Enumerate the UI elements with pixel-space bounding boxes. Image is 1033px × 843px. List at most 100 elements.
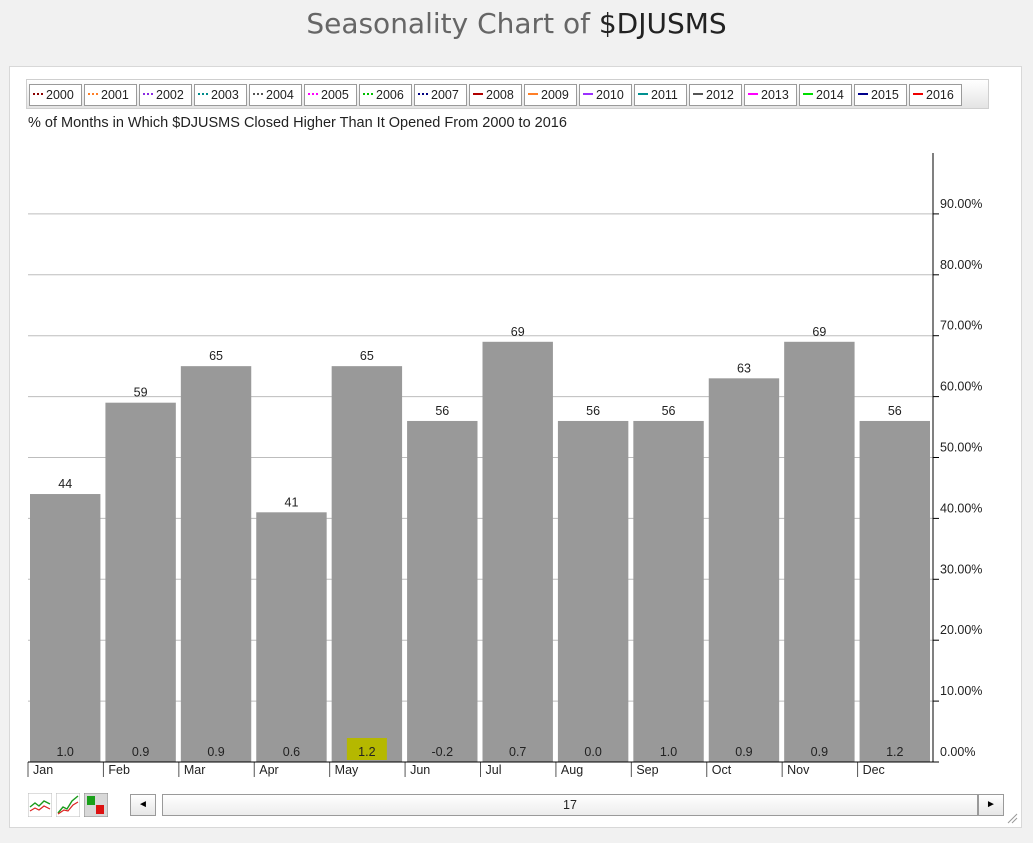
bar-apr <box>256 512 327 762</box>
legend-item-2016[interactable]: 2016 <box>909 84 962 106</box>
y-tick-label: 90.00% <box>940 197 982 211</box>
x-tick-label: Mar <box>184 763 206 777</box>
legend-label: 2000 <box>46 88 74 102</box>
legend-swatch <box>803 92 813 95</box>
bar-value-label: 65 <box>209 349 223 363</box>
bar-value-label: 56 <box>662 404 676 418</box>
legend-label: 2002 <box>156 88 184 102</box>
y-tick-label: 50.00% <box>940 441 982 455</box>
bar-value-label: 44 <box>58 477 72 491</box>
page-title-symbol: $DJUSMS <box>598 7 727 40</box>
legend-swatch <box>528 92 538 95</box>
legend-item-2000[interactable]: 2000 <box>29 84 82 106</box>
page-title: Seasonality Chart of $DJUSMS <box>0 0 1033 52</box>
scroll-right-button[interactable]: ► <box>978 794 1004 816</box>
bar-value-label: 59 <box>134 386 148 400</box>
x-tick-label: Dec <box>863 763 885 777</box>
legend-item-2015[interactable]: 2015 <box>854 84 907 106</box>
bar-value-label: 56 <box>586 404 600 418</box>
avg-change-label: 0.9 <box>207 745 224 759</box>
performance-chart-icon[interactable] <box>56 793 80 817</box>
x-tick-label: Sep <box>636 763 658 777</box>
bar-aug <box>557 420 629 762</box>
resize-grip-icon[interactable] <box>1006 812 1018 824</box>
legend-item-2008[interactable]: 2008 <box>469 84 522 106</box>
x-tick-label: Feb <box>108 763 130 777</box>
legend-swatch <box>33 92 43 95</box>
avg-change-label: 0.7 <box>509 745 526 759</box>
avg-change-label: 0.6 <box>283 745 300 759</box>
legend-item-2009[interactable]: 2009 <box>524 84 577 106</box>
bar-value-label: 65 <box>360 349 374 363</box>
legend-item-2001[interactable]: 2001 <box>84 84 137 106</box>
legend-label: 2008 <box>486 88 514 102</box>
legend-label: 2003 <box>211 88 239 102</box>
x-tick-label: Apr <box>259 763 278 777</box>
legend-item-2007[interactable]: 2007 <box>414 84 467 106</box>
y-tick-label: 10.00% <box>940 684 982 698</box>
x-tick-label: Jul <box>486 763 502 777</box>
legend-swatch <box>363 92 373 95</box>
bar-may <box>331 366 403 762</box>
y-tick-label: 30.00% <box>940 562 982 576</box>
avg-change-label: 0.9 <box>735 745 752 759</box>
bar-value-label: 69 <box>511 325 525 339</box>
legend-item-2013[interactable]: 2013 <box>744 84 797 106</box>
avg-change-label: 1.0 <box>57 745 74 759</box>
legend-swatch <box>858 92 868 95</box>
legend-label: 2004 <box>266 88 294 102</box>
bar-jul <box>482 341 553 762</box>
period-scroll-value: 17 <box>563 798 577 812</box>
bar-jan <box>30 494 101 762</box>
legend-label: 2010 <box>596 88 624 102</box>
avg-change-label: 0.9 <box>132 745 149 759</box>
seasonality-chart: 0.00% 10.00% 20.00% 30.00% 40.00% 50.00% 60.00… <box>27 153 982 777</box>
legend-label: 2014 <box>816 88 844 102</box>
bar-value-label: 41 <box>285 495 299 509</box>
legend-label: 2011 <box>651 88 678 102</box>
y-tick-label: 40.00% <box>940 501 982 515</box>
legend-swatch <box>418 92 428 95</box>
x-tick-label: Nov <box>787 763 810 777</box>
x-tick-label: Jan <box>33 763 53 777</box>
legend-item-2002[interactable]: 2002 <box>139 84 192 106</box>
legend-swatch <box>253 92 263 95</box>
y-tick-label: 0.00% <box>940 745 975 759</box>
legend-label: 2015 <box>871 88 899 102</box>
avg-change-label: -0.2 <box>432 745 454 759</box>
legend-item-2004[interactable]: 2004 <box>249 84 302 106</box>
legend-bar: 2000 2001 2002 2003 2004 2005 2006 2007 2008 2009… <box>26 79 989 109</box>
legend-item-2006[interactable]: 2006 <box>359 84 412 106</box>
seasonality-bar-icon[interactable] <box>84 793 108 817</box>
highlight-marker <box>346 738 387 760</box>
bar-value-label: 69 <box>812 325 826 339</box>
legend-swatch <box>583 92 593 95</box>
scroll-left-button[interactable]: ◄ <box>130 794 156 816</box>
y-tick-label: 20.00% <box>940 623 982 637</box>
bar-value-label: 63 <box>737 361 751 375</box>
avg-change-label: 1.0 <box>660 745 677 759</box>
legend-item-2005[interactable]: 2005 <box>304 84 357 106</box>
line-chart-icon[interactable] <box>28 793 52 817</box>
avg-change-label: 0.9 <box>811 745 828 759</box>
legend-item-2010[interactable]: 2010 <box>579 84 632 106</box>
chart-panel: 2000 2001 2002 2003 2004 2005 2006 2007 2008 2009… <box>9 66 1022 828</box>
y-tick-label: 80.00% <box>940 258 982 272</box>
legend-item-2014[interactable]: 2014 <box>799 84 852 106</box>
legend-label: 2007 <box>431 88 459 102</box>
legend-item-2011[interactable]: 2011 <box>634 84 687 106</box>
bar-oct <box>708 378 780 762</box>
bar-dec <box>859 420 930 762</box>
legend-swatch <box>143 92 153 95</box>
period-scrollbar[interactable]: 17 <box>162 794 978 816</box>
bar-jun <box>407 420 478 762</box>
legend-item-2012[interactable]: 2012 <box>689 84 742 106</box>
legend-label: 2006 <box>376 88 404 102</box>
x-tick-label: Aug <box>561 763 583 777</box>
chart-title: % of Months in Which $DJUSMS Closed High… <box>28 115 567 131</box>
legend-swatch <box>88 92 98 95</box>
y-tick-label: 60.00% <box>940 380 982 394</box>
legend-item-2003[interactable]: 2003 <box>194 84 247 106</box>
legend-swatch <box>748 92 758 95</box>
legend-label: 2009 <box>541 88 569 102</box>
